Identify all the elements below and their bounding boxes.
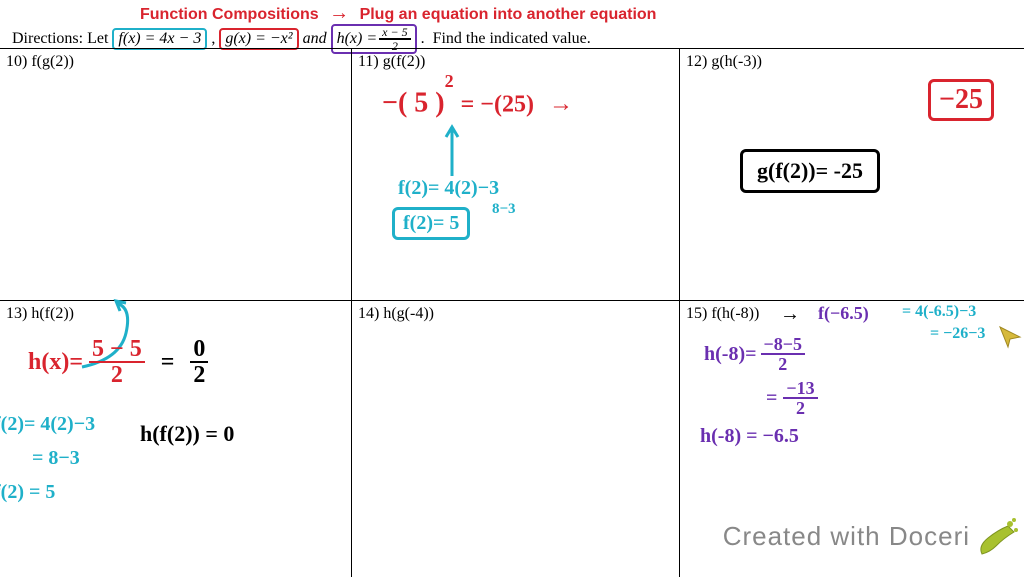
label-13: 13) h(f(2)) [6,305,345,323]
label-10: 10) f(g(2)) [6,53,345,71]
h-def-text: h(x) = [337,30,378,48]
p11-arrow: → [549,91,573,117]
f-definition-box: f(x) = 4x − 3 [112,28,207,50]
p15-h8b-num: −13 [783,379,817,399]
label-14: 14) h(g(-4)) [358,305,673,323]
problem-grid: 10) f(g(2)) 11) g(f(2)) −( 5 )2 = −(25) … [0,48,1024,576]
p13-frac1-top: 5 − 5 [89,337,145,363]
p12-answer-eq-box: g(f(2))= -25 [740,149,880,193]
p13-frac1: 5 − 5 2 [89,337,145,387]
p12-answer-box: −25 [928,79,994,121]
cell-12: 12) g(h(-3)) −25 g(f(2))= -25 [680,49,1024,300]
p13-hx-eq: h(x)= [28,349,83,376]
p13-f2c: f(2) = 5 [0,481,55,504]
p15-h8a-text: h(-8)= [704,343,757,366]
p11-exp: 2 [445,71,454,91]
cell-13: 13) h(f(2)) h(x)= 5 − 5 2 = 0 2 f(2)= 4(… [0,301,352,577]
row-1: 10) f(g(2)) 11) g(f(2)) −( 5 )2 = −(25) … [0,49,1024,301]
period: . [421,30,425,48]
h-num: x − 5 [379,26,410,40]
title-arrow: → [329,2,349,24]
p15-h8b-frac: −13 2 [783,379,817,417]
p15-h8-num: −8−5 [761,335,806,355]
cell-14: 14) h(g(-4)) [352,301,680,577]
p13-f2b: = 8−3 [32,447,80,470]
directions-tail: Find the indicated value. [433,30,591,48]
label-15: 15) f(h(-8)) [686,305,759,322]
p15-h8b-eq: = [766,387,777,410]
p13-eq: = [161,349,175,376]
p15-rhs2: = −26−3 [930,325,985,343]
directions-label: Directions: Let [12,30,108,48]
p15-h8c: h(-8) = −6.5 [700,425,799,448]
p11-expr: −( 5 )2 = −(25) → [382,85,573,119]
p13-hf2: h(f(2)) = 0 [140,421,234,447]
p15-h8a: h(-8)= −8−5 2 [704,335,805,373]
cell-11: 11) g(f(2)) −( 5 )2 = −(25) → f(2)= 4(2)… [352,49,680,300]
g-definition-box: g(x) = −x² [219,28,298,50]
and-text: and [303,30,327,48]
p12-answer: −25 [928,79,994,121]
p15-h8b-den: 2 [793,399,808,417]
label-11: 11) g(f(2)) [358,53,673,71]
watermark-text: Created with Doceri [723,521,970,552]
p11-f2-line1: f(2)= 4(2)−3 [398,177,499,200]
p15-arrow: → [780,303,800,326]
p13-frac1-bot: 2 [108,363,126,387]
p13-frac2-top: 0 [190,337,208,363]
p11-expr-a: −( 5 ) [382,87,445,118]
p15-h8-frac1: −8−5 2 [761,335,806,373]
doceri-icon [974,516,1020,562]
p13-f2a: f(2)= 4(2)−3 [0,413,95,436]
p15-rhs1: = 4(-6.5)−3 [902,303,976,321]
comma: , [211,30,215,48]
p15-h8-den: 2 [775,355,790,373]
p15-fcall: f(−6.5) [818,303,869,324]
p13-hx: h(x)= 5 − 5 2 = 0 2 [28,337,208,387]
label-12: 12) g(h(-3)) [686,53,1018,71]
p11-f2-box: f(2)= 5 [392,207,470,240]
p13-frac2: 0 2 [190,337,208,387]
p15-h8b: = −13 2 [766,379,818,417]
cursor-icon [998,325,1022,349]
p11-f2-small: 8−3 [492,201,516,218]
p11-f2-line2: f(2)= 5 [392,207,470,240]
cell-10: 10) f(g(2)) [0,49,352,300]
p11-uparrow [440,121,470,181]
title-suffix: Plug an equation into another equation [360,6,657,23]
p11-expr-b: = −(25) [461,91,534,117]
page-title-handwriting: Function Compositions → Plug an equation… [140,2,656,25]
title-prefix: Function Compositions [140,6,319,23]
p12-answer-eq: g(f(2))= -25 [740,149,880,193]
p13-frac2-bot: 2 [190,363,208,387]
